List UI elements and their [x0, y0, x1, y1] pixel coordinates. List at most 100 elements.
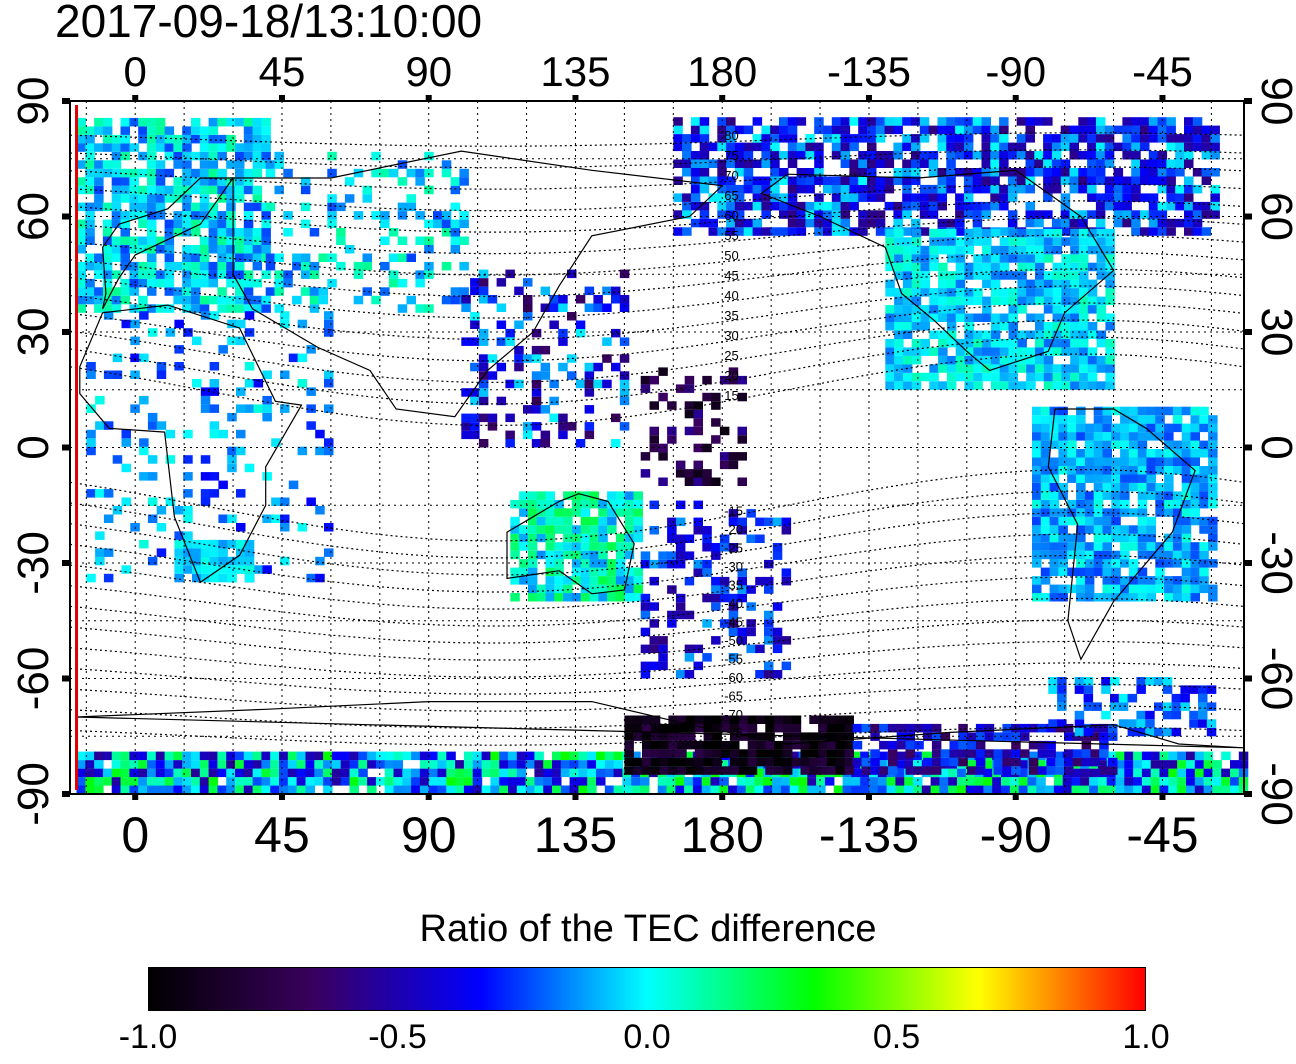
tec-patch — [1032, 584, 1042, 594]
tec-patch — [1032, 423, 1042, 433]
tec-patch — [711, 585, 721, 594]
tec-patch — [558, 413, 568, 423]
tec-patch — [300, 202, 311, 212]
tec-patch — [165, 497, 176, 506]
tec-patch — [129, 278, 139, 288]
tec-patch — [633, 525, 643, 534]
tec-patch — [756, 740, 766, 750]
tec-patch — [1035, 271, 1045, 280]
tec-patch — [1146, 432, 1156, 441]
tec-patch — [712, 715, 722, 724]
tec-patch — [1096, 296, 1107, 306]
tec-patch — [235, 261, 245, 271]
tec-patch — [584, 379, 595, 389]
tec-patch — [1076, 567, 1086, 577]
tec-patch — [1079, 347, 1089, 356]
tec-patch — [192, 379, 202, 388]
tec-patch — [902, 262, 913, 272]
tec-patch — [505, 413, 515, 423]
tec-patch — [1155, 491, 1165, 500]
tec-patch — [1146, 491, 1156, 500]
tec-patch — [580, 576, 591, 585]
tec-patch — [208, 785, 219, 794]
right-lat-label: 0 — [1252, 435, 1296, 459]
tec-patch — [1087, 117, 1097, 126]
tec-patch — [938, 355, 948, 365]
tec-patch — [94, 160, 104, 169]
tec-patch — [578, 768, 588, 778]
tec-patch — [779, 210, 789, 219]
tec-patch — [1016, 168, 1027, 177]
tec-patch — [567, 269, 577, 279]
tec-patch — [895, 760, 905, 769]
tec-patch — [684, 477, 695, 486]
tec-patch — [1027, 777, 1037, 786]
tec-patch — [684, 469, 695, 478]
tec-patch — [437, 768, 447, 778]
tec-patch — [1181, 482, 1192, 492]
tec-patch — [666, 777, 676, 786]
tec-patch — [1096, 364, 1107, 373]
tec-patch — [787, 193, 798, 202]
tec-patch — [182, 751, 192, 761]
tec-patch — [554, 576, 564, 585]
tec-patch — [217, 253, 227, 262]
tec-patch — [121, 438, 131, 447]
contour-label: -30 — [724, 559, 743, 574]
tec-patch — [712, 723, 722, 733]
tec-patch — [1157, 159, 1168, 168]
tec-patch — [393, 768, 403, 778]
tec-patch — [540, 371, 551, 380]
tec-patch — [694, 766, 705, 775]
tec-patch — [1111, 432, 1121, 441]
tec-patch — [274, 185, 284, 195]
tec-patch — [809, 749, 819, 758]
tec-patch — [1181, 406, 1192, 416]
tec-patch — [1069, 125, 1079, 135]
tec-patch — [1102, 491, 1112, 500]
tec-patch — [990, 288, 1001, 297]
tec-patch — [770, 134, 780, 143]
tec-patch — [607, 491, 617, 500]
tec-patch — [726, 134, 736, 143]
tec-patch — [982, 254, 992, 263]
tec-patch — [1120, 576, 1130, 585]
tec-patch — [963, 134, 974, 143]
tec-patch — [1210, 151, 1220, 160]
tec-patch — [633, 723, 643, 733]
tec-patch — [306, 345, 316, 354]
colorbar-tick-label: -1.0 — [118, 1018, 178, 1056]
tec-patch — [1040, 593, 1051, 602]
tec-patch — [911, 338, 922, 348]
tec-patch — [981, 117, 991, 126]
tec-patch — [677, 766, 687, 775]
tec-patch — [545, 525, 555, 534]
tec-patch — [331, 751, 342, 761]
tec-patch — [1067, 474, 1077, 483]
tec-patch — [1150, 751, 1161, 761]
tec-patch — [929, 262, 939, 272]
tec-patch — [844, 732, 854, 741]
tec-patch — [1133, 760, 1143, 769]
tec-patch — [1092, 702, 1102, 711]
contour-label: -15 — [724, 503, 743, 518]
tec-patch — [1055, 766, 1065, 775]
tec-patch — [217, 228, 227, 237]
tec-patch — [911, 381, 922, 390]
tec-patch — [955, 347, 966, 356]
tec-patch — [182, 202, 192, 212]
tec-patch — [86, 404, 96, 413]
tec-patch — [789, 777, 800, 786]
tec-patch — [1036, 785, 1046, 794]
tec-patch — [781, 576, 792, 586]
tec-patch — [1062, 777, 1073, 786]
tec-patch — [1136, 727, 1146, 737]
tec-patch — [1035, 322, 1045, 331]
tec-patch — [787, 218, 798, 228]
tec-patch — [895, 751, 905, 761]
tec-patch — [973, 381, 983, 390]
tec-patch — [397, 160, 408, 169]
tec-patch — [895, 777, 905, 786]
tec-patch — [1017, 288, 1027, 297]
tec-patch — [607, 593, 617, 602]
